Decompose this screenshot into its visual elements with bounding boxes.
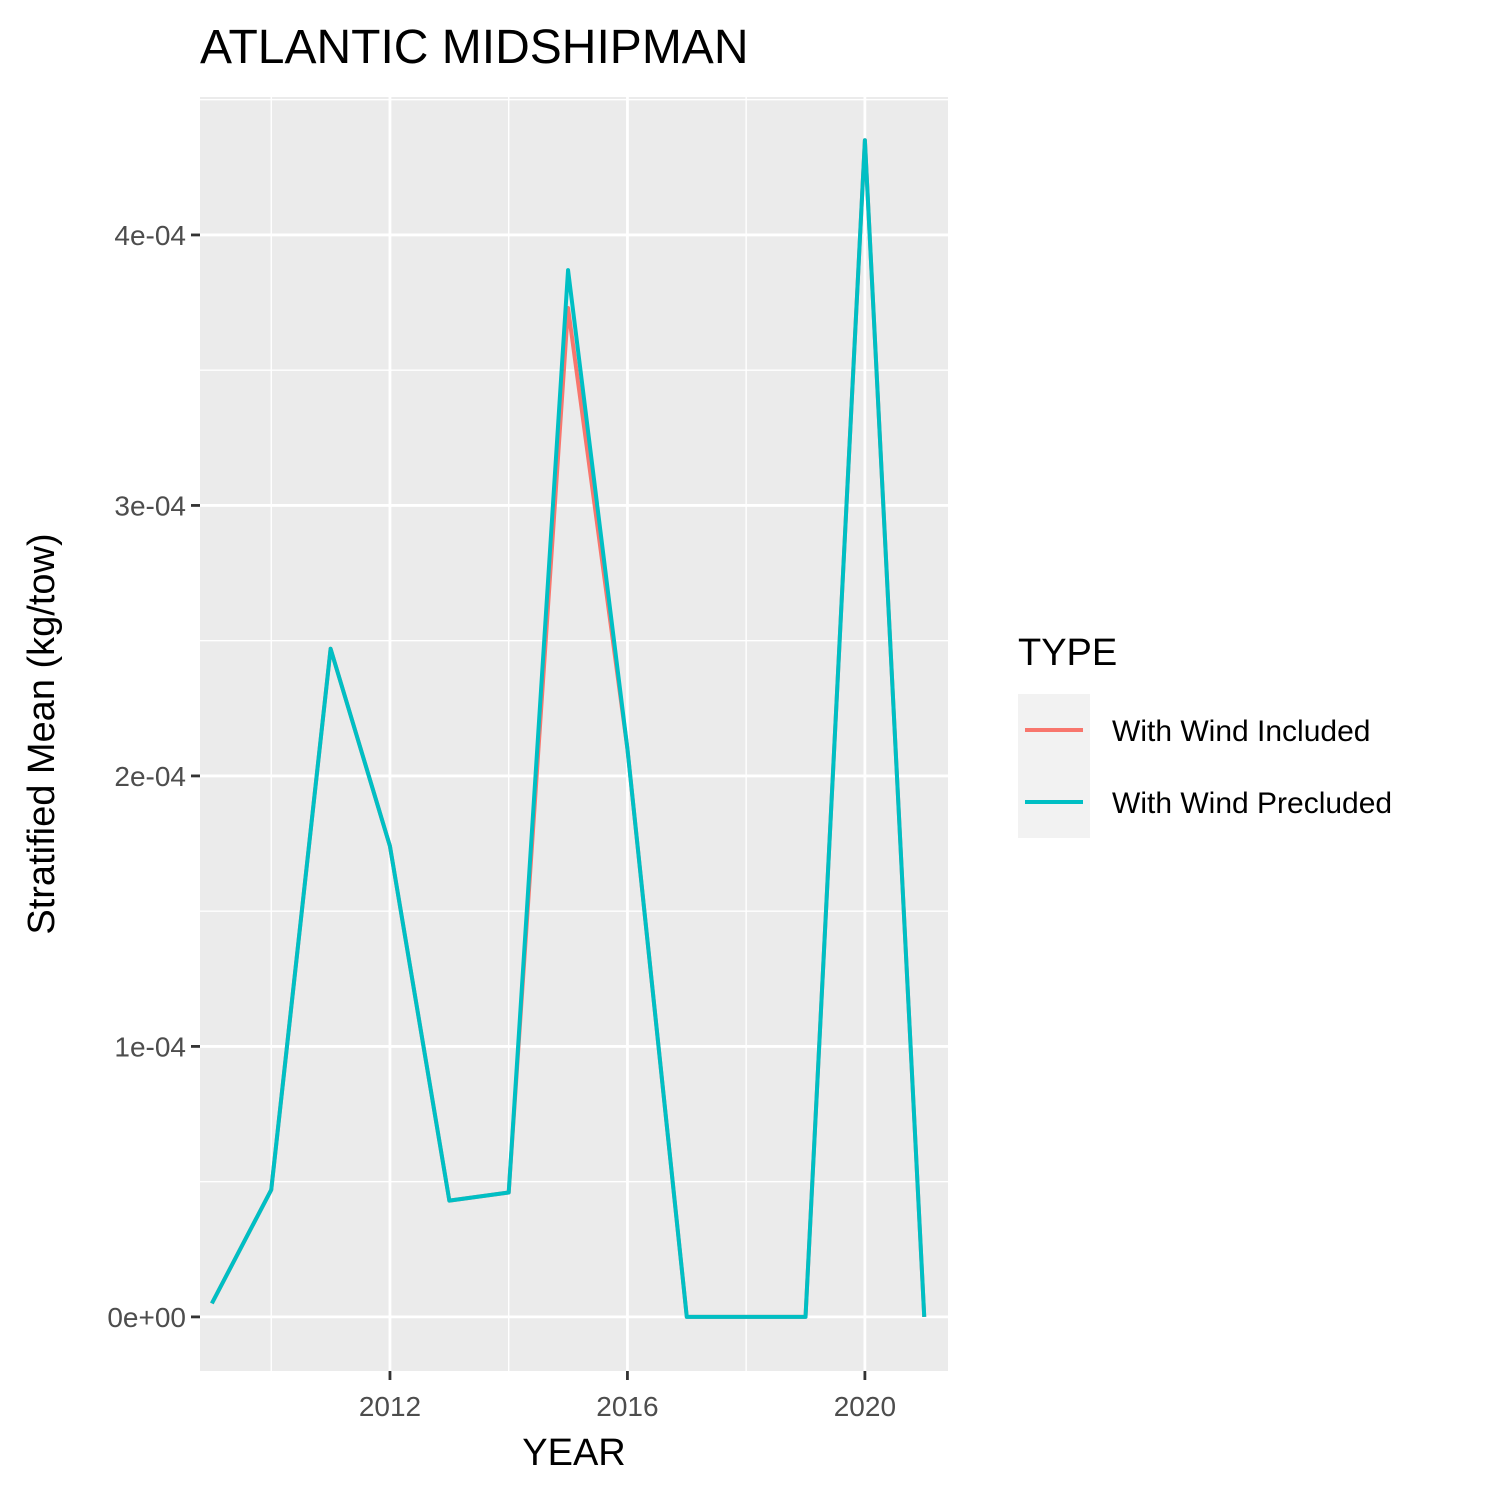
y-tick-label: 0e+00 [107,1302,186,1333]
legend-label: With Wind Included [1112,715,1370,748]
y-axis-title: Stratified Mean (kg/tow) [21,533,63,934]
y-axis: 0e+00 1e-04 2e-04 3e-04 4e-04 [107,220,200,1333]
legend-label: With Wind Precluded [1112,787,1392,820]
y-tick-label: 3e-04 [114,490,186,521]
series-line-1 [210,138,927,1319]
x-tick-label: 2016 [596,1391,658,1422]
legend: TYPE With Wind Included With Wind Preclud… [1018,632,1392,838]
series-lines [210,138,927,1319]
y-tick-label: 1e-04 [114,1031,186,1062]
x-tick-label: 2020 [834,1391,896,1422]
x-axis: 2012 2016 2020 [359,1371,896,1422]
minor-gridlines [200,97,948,1371]
x-axis-title: YEAR [522,1432,625,1474]
y-tick-label: 4e-04 [114,220,186,251]
chart-title: ATLANTIC MIDSHIPMAN [200,21,748,74]
legend-entries: With Wind Included With Wind Precluded [1018,694,1392,838]
x-tick-label: 2012 [359,1391,421,1422]
y-tick-label: 2e-04 [114,761,186,792]
legend-title: TYPE [1018,632,1117,674]
